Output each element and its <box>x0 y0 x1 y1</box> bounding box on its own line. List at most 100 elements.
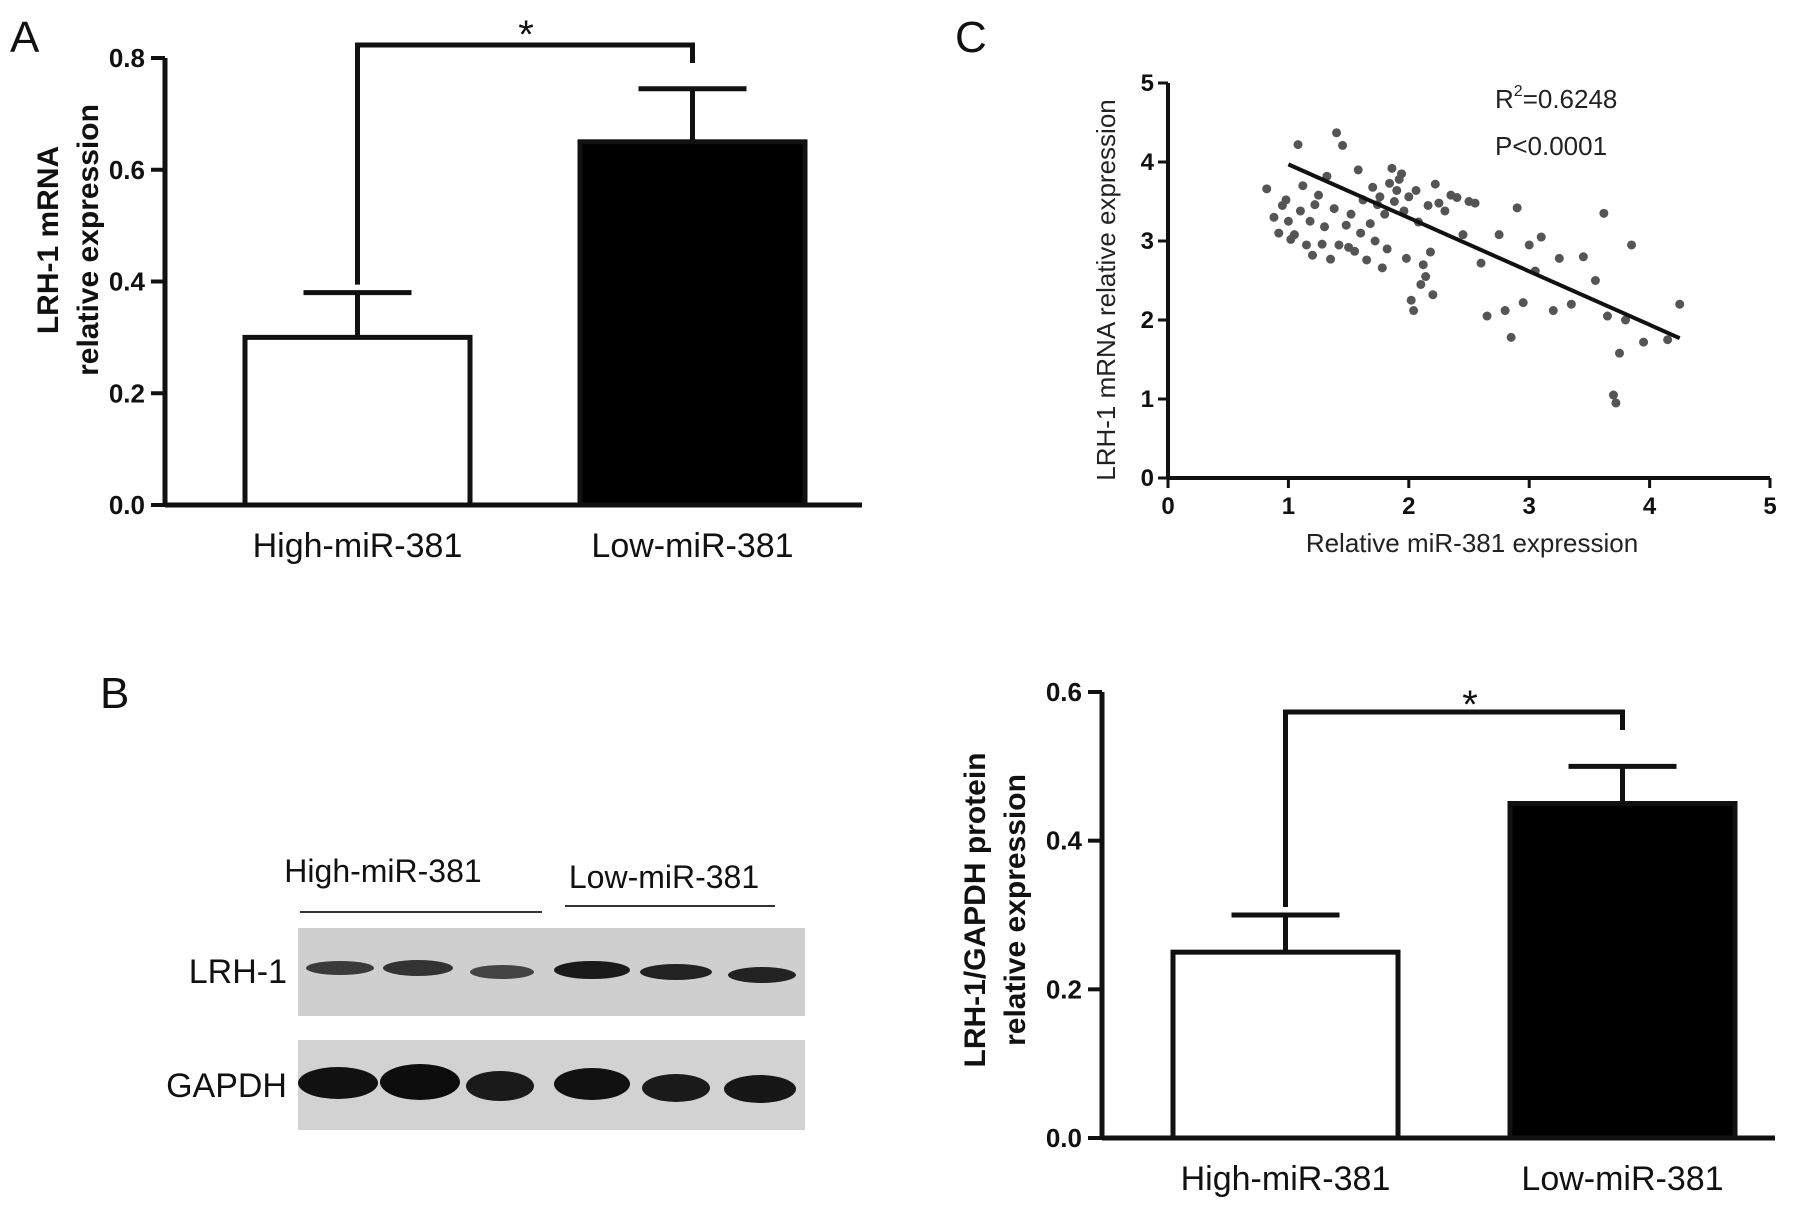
panel-c-scatter-point <box>1326 254 1336 264</box>
panel-c-scatter-point <box>1406 295 1416 305</box>
blot-strip-gapdh <box>298 1040 805 1130</box>
panel-c-scatter-point <box>1289 230 1299 240</box>
panel-c-scatter-point <box>1310 200 1320 210</box>
panel-a-ytick-label: 0.4 <box>109 267 146 297</box>
panel-a-ylabel-line2: relative expression <box>72 104 105 376</box>
blot-group-label-low: Low-miR-381 <box>569 859 759 895</box>
panel-c-scatter-point <box>1627 240 1637 250</box>
panel-c-scatter-point <box>1314 190 1323 200</box>
panel-c-ytick-label: 2 <box>1141 307 1154 334</box>
panel-c-scatter-point <box>1368 182 1378 192</box>
panel-letter-c: C <box>955 13 987 62</box>
panel-d-ytick-label: 0.0 <box>1046 1123 1082 1153</box>
panel-c-scatter-point <box>1434 198 1444 208</box>
panel-c-scatter-point <box>1578 252 1588 262</box>
panel-c-scatter-point <box>1411 185 1421 195</box>
panel-c-plot: 0 1 2 3 4 5 0 1 2 3 4 5 <box>1141 70 1777 520</box>
panel-b-western-blot: High-miR-381 Low-miR-381 LRH-1 GAPDH <box>166 853 805 1130</box>
panel-c-scatter-point <box>1421 272 1431 282</box>
panel-c-scatter-point <box>1440 206 1450 216</box>
panel-c-xtick-label: 0 <box>1161 493 1174 520</box>
panel-c-ytick-label: 0 <box>1141 465 1154 492</box>
panel-c-scatter-point <box>1675 299 1685 309</box>
blot-group-label-high: High-miR-381 <box>284 853 481 889</box>
panel-c-scatter-point <box>1416 279 1426 289</box>
panel-c-r-squared: R2=0.6248 <box>1495 83 1617 114</box>
blot-strip-lrh1 <box>298 928 805 1016</box>
panel-c-ytick-label: 3 <box>1141 228 1154 255</box>
panel-a-ytick-label: 0.0 <box>109 490 145 520</box>
panel-c-scatter-point <box>1334 240 1344 250</box>
panel-a-plot: 0.0 0.2 0.4 0.6 0.8 High-miR-381 Low-miR-381 <box>109 42 862 565</box>
panel-c-scatter-point <box>1382 244 1392 254</box>
panel-c-scatter-point <box>1301 240 1311 250</box>
panel-a-significance-star: * <box>518 13 534 57</box>
panel-c-ytick-label: 4 <box>1141 149 1155 176</box>
panel-d-ylabel-line1: LRH-1/GAPDH protein <box>959 753 992 1068</box>
panel-c-scatter-point <box>1341 220 1351 230</box>
panel-c-scatter-point <box>1353 165 1363 175</box>
panel-c-xtick-label: 5 <box>1763 493 1776 520</box>
panel-c-scatter-point <box>1500 306 1510 316</box>
panel-c-scatter-point <box>1639 337 1649 347</box>
panel-a-ytick-label: 0.8 <box>109 43 145 73</box>
blot-band-lrh1-6 <box>728 967 796 983</box>
panel-c-scatter-point <box>1385 178 1395 188</box>
panel-c-scatter-point <box>1274 228 1284 238</box>
panel-d-bar-high <box>1170 949 1401 1141</box>
panel-c-scatter-point <box>1663 335 1673 345</box>
panel-d-bar-low <box>1507 801 1738 1141</box>
panel-a-bar-chart: LRH-1 mRNA relative expression 0.0 0.2 0.4… <box>32 13 862 565</box>
panel-c-scatter-point <box>1430 179 1440 189</box>
panel-c-scatter-point <box>1362 255 1372 265</box>
panel-c-scatter-point <box>1506 332 1516 342</box>
panel-a-ylabel-line1: LRH-1 mRNA <box>32 146 65 334</box>
panel-c-scatter-point <box>1295 206 1305 216</box>
panel-c-scatter-point <box>1536 232 1546 242</box>
panel-d-ytick-label: 0.6 <box>1046 677 1082 707</box>
panel-c-ytick-label: 1 <box>1141 386 1154 413</box>
panel-c-scatter-point <box>1428 290 1438 300</box>
panel-c-scatter-point <box>1425 247 1435 257</box>
panel-d-category-label: High-miR-381 <box>1181 1160 1391 1198</box>
panel-c-scatter-point <box>1305 216 1315 226</box>
panel-c-scatter-point <box>1599 208 1609 218</box>
panel-c-scatter-point <box>1615 348 1624 358</box>
panel-a-significance-bracket <box>355 42 695 285</box>
panel-c-scatter-point <box>1518 298 1528 308</box>
panel-c-scatter-point <box>1317 239 1327 249</box>
panel-c-scatter-point <box>1512 203 1522 213</box>
blot-band-gapdh-4 <box>554 1068 630 1100</box>
panel-c-scatter-point <box>1482 311 1492 321</box>
panel-c-ylabel: LRH-1 mRNA relative expression <box>1091 99 1121 480</box>
panel-c-scatter-point <box>1377 263 1387 273</box>
blot-row-label-gapdh: GAPDH <box>166 1067 287 1105</box>
panel-d-bar-chart: LRH-1/GAPDH protein relative expression … <box>959 677 1775 1198</box>
panel-c-scatter-point <box>1329 204 1339 214</box>
panel-c-scatter-point <box>1548 306 1558 316</box>
blot-band-lrh1-5 <box>640 964 712 980</box>
panel-c-scatter-point <box>1307 250 1317 260</box>
panel-c-scatter-chart: LRH-1 mRNA relative expression Relative … <box>1091 70 1777 558</box>
panel-d-significance-star: * <box>1462 683 1478 727</box>
panel-c-xtick-label: 3 <box>1523 493 1536 520</box>
blot-band-lrh1-3 <box>470 965 534 979</box>
panel-c-scatter-point <box>1494 230 1504 240</box>
panel-a-bar-low <box>577 139 808 508</box>
panel-c-scatter-point <box>1452 193 1462 203</box>
panel-c-scatter-point <box>1611 398 1621 408</box>
panel-c-scatter-point <box>1476 258 1486 268</box>
panel-a-bar-high <box>242 334 473 508</box>
panel-c-scatter-point <box>1356 228 1366 238</box>
panel-c-scatter-point <box>1370 236 1380 246</box>
panel-c-scatter-point <box>1392 185 1402 195</box>
panel-d-plot: 0.0 0.2 0.4 0.6 High-miR-381 Low-miR-381 <box>1046 677 1775 1198</box>
panel-c-scatter-point <box>1404 192 1414 202</box>
panel-c-scatter-point <box>1293 140 1303 150</box>
panel-c-xlabel: Relative miR-381 expression <box>1306 528 1638 558</box>
panel-c-scatter-point <box>1470 198 1480 208</box>
panel-c-scatter-point <box>1269 212 1279 222</box>
panel-c-scatter-point <box>1350 246 1360 256</box>
panel-letter-b: B <box>100 669 129 718</box>
blot-band-gapdh-6 <box>724 1075 796 1103</box>
